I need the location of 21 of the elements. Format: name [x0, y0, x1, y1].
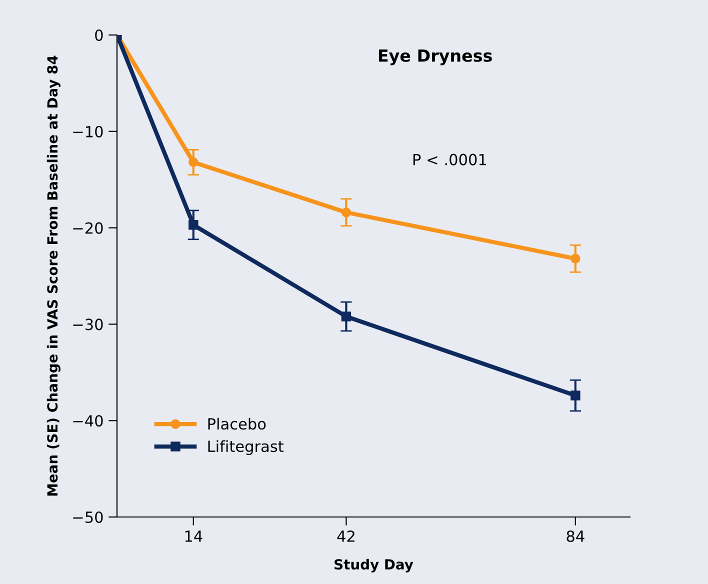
- y-tick-label: −50: [73, 511, 103, 524]
- text: Eye Dryness: [378, 50, 492, 66]
- point: [570, 254, 580, 264]
- y-tick-label: −10: [73, 126, 103, 138]
- x-tick-label: 42: [337, 530, 354, 542]
- point: [188, 157, 198, 168]
- point: [341, 312, 352, 322]
- legend-label: Placebo: [208, 418, 266, 430]
- y-tick-label: −30: [73, 318, 103, 330]
- point: [188, 220, 198, 230]
- y-tick-label: −20: [73, 222, 103, 234]
- y-tick-label: 0: [95, 29, 103, 42]
- y-axis-title: Mean (SE) Change in VAS Score From Baseline at Day 84: [46, 56, 60, 496]
- point: [341, 208, 352, 218]
- x-axis-title: Study Day: [334, 558, 414, 572]
- point: [570, 390, 580, 400]
- annotation: P < .0001: [413, 154, 486, 166]
- legend-label: Lifitegrast: [208, 440, 284, 456]
- x-tick-label: 14: [185, 530, 202, 542]
- y-tick-label: −40: [73, 415, 103, 427]
- x-tick-label: 84: [566, 530, 584, 542]
